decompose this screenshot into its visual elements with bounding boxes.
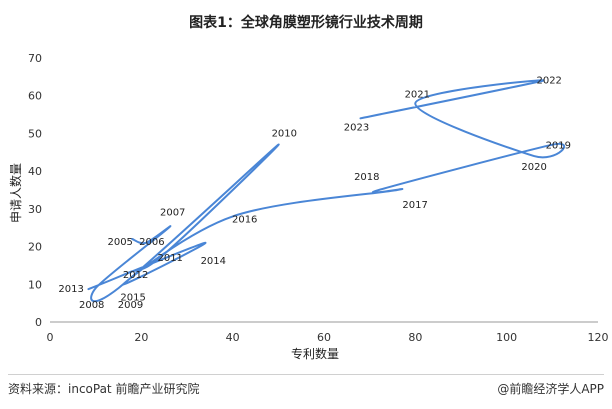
year-label: 2016 (232, 214, 257, 225)
x-tick-label: 100 (496, 331, 517, 344)
year-label: 2022 (536, 76, 561, 87)
footer-rule (8, 374, 604, 375)
y-tick-label: 20 (28, 241, 42, 254)
x-tick-label: 20 (134, 331, 148, 344)
year-label: 2020 (521, 162, 546, 173)
year-label: 2021 (405, 89, 430, 100)
year-label: 2017 (402, 200, 427, 211)
brand-note: @前瞻经济学人APP (497, 382, 604, 396)
year-label: 2013 (58, 284, 83, 295)
y-tick-label: 0 (35, 316, 42, 329)
year-label: 2009 (118, 300, 143, 311)
x-tick-label: 120 (588, 331, 609, 344)
year-label: 2008 (79, 300, 104, 311)
year-label-layer: 2005 2006 2007 2008 2009 2010 2011 2012 2013 2014… (58, 76, 571, 312)
x-tick-label: 60 (317, 331, 331, 344)
series-layer (87, 79, 566, 303)
x-tick-label: 0 (47, 331, 54, 344)
y-tick-label: 40 (28, 165, 42, 178)
year-label: 2007 (160, 208, 185, 219)
chart-title: 图表1：全球角膜塑形镜行业技术周期 (189, 14, 423, 31)
y-axis-title: 申请人数量 (8, 163, 23, 223)
series-line (87, 79, 566, 303)
year-label: 2012 (123, 270, 148, 281)
y-tick-label: 60 (28, 90, 42, 103)
axes-layer: 0 20 40 60 80 100 120 0 10 20 30 40 50 60 70 (28, 52, 609, 344)
year-label: 2015 (120, 292, 145, 303)
year-label: 2018 (354, 172, 379, 183)
year-label: 2023 (344, 122, 369, 133)
y-tick-label: 70 (28, 52, 42, 65)
x-tick-label: 40 (226, 331, 240, 344)
y-tick-label: 30 (28, 203, 42, 216)
year-label: 2011 (157, 253, 182, 264)
source-note: 资料来源：incoPat 前瞻产业研究院 (8, 382, 200, 396)
y-tick-label: 10 (28, 278, 42, 291)
year-label: 2010 (272, 129, 297, 140)
y-tick-label: 50 (28, 127, 42, 140)
year-label: 2014 (201, 256, 226, 267)
year-label: 2005 (107, 237, 132, 248)
x-axis-title: 专利数量 (291, 346, 339, 361)
year-label: 2006 (139, 237, 164, 248)
x-tick-label: 80 (408, 331, 422, 344)
year-label: 2019 (546, 141, 571, 152)
